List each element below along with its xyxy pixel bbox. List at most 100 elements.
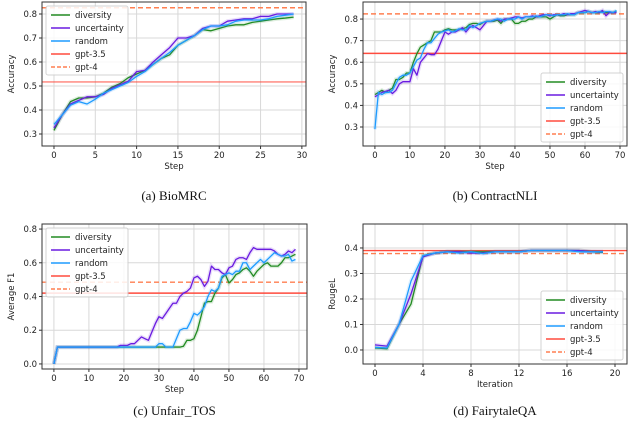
legend-label: random bbox=[75, 37, 108, 47]
legend-label: gpt-3.5 bbox=[570, 117, 601, 127]
x-tick-label: 40 bbox=[189, 374, 200, 384]
y-axis-label: Average F1 bbox=[7, 273, 17, 321]
legend-label: diversity bbox=[570, 78, 607, 88]
legend-label: gpt-3.5 bbox=[75, 50, 106, 60]
y-tick-label: 0.0 bbox=[23, 360, 37, 370]
legend-label: random bbox=[570, 104, 603, 114]
subplot-0: 0 5 10 15 20 25 30 0.3 0.4 0.5 0.6 0.7 0.8 Step Accura… bbox=[7, 1, 307, 203]
subplot-1: 0 10 20 30 40 50 60 70 0.3 0.4 0.5 0.6 0.7 0.8 Step Acc… bbox=[328, 1, 628, 203]
y-tick-label: 0.8 bbox=[23, 10, 37, 20]
x-tick-label: 0 bbox=[51, 374, 56, 384]
y-tick-label: 0.3 bbox=[23, 130, 37, 140]
y-tick-label: 0.6 bbox=[344, 58, 358, 68]
x-tick-label: 70 bbox=[294, 374, 305, 384]
x-axis-label: Step bbox=[164, 162, 183, 172]
legend-label: gpt-4 bbox=[570, 348, 593, 358]
series-line-random bbox=[53, 13, 294, 125]
x-tick-label: 15 bbox=[173, 151, 184, 161]
subplot-caption: (b) ContractNLI bbox=[453, 188, 538, 203]
y-tick-label: 0.4 bbox=[23, 106, 37, 116]
legend-box bbox=[45, 227, 129, 298]
x-axis-label: Step bbox=[165, 385, 184, 395]
subplot-caption: (a) BioMRC bbox=[141, 188, 206, 203]
x-tick-label: 10 bbox=[131, 151, 142, 161]
legend: diversity uncertainty random gpt-3.5 gpt-4 bbox=[45, 227, 129, 298]
y-tick-label: 0.7 bbox=[344, 37, 358, 47]
y-tick-label: 0.1 bbox=[344, 320, 358, 330]
legend-box bbox=[45, 5, 129, 76]
legend-label: gpt-3.5 bbox=[75, 272, 106, 282]
subplot-2: 0 10 20 30 40 50 60 70 0.0 0.2 0.4 0.6 0.8 Step Averag… bbox=[7, 223, 308, 418]
x-tick-label: 30 bbox=[475, 151, 486, 161]
axes-frame bbox=[362, 1, 628, 147]
axes-frame bbox=[362, 223, 628, 365]
x-tick-label: 4 bbox=[420, 369, 425, 379]
y-tick-label: 0.8 bbox=[23, 225, 37, 235]
y-tick-label: 0.5 bbox=[23, 82, 37, 92]
x-tick-label: 0 bbox=[51, 151, 56, 161]
y-tick-label: 0.3 bbox=[344, 123, 358, 133]
legend-label: uncertainty bbox=[570, 309, 619, 319]
x-tick-label: 16 bbox=[562, 369, 573, 379]
legend: diversity uncertainty random gpt-3.5 gpt-4 bbox=[540, 72, 624, 143]
legend-label: uncertainty bbox=[570, 91, 619, 101]
y-axis-label: Accuracy bbox=[7, 55, 17, 94]
x-tick-label: 70 bbox=[615, 151, 626, 161]
x-tick-label: 50 bbox=[545, 151, 556, 161]
y-tick-label: 0.0 bbox=[344, 346, 358, 356]
y-tick-label: 0.2 bbox=[344, 295, 358, 305]
legend-label: random bbox=[570, 322, 603, 332]
series-line-random bbox=[53, 252, 296, 365]
legend-label: diversity bbox=[570, 296, 607, 306]
axes-frame bbox=[41, 1, 307, 147]
legend-label: diversity bbox=[75, 11, 112, 21]
y-tick-label: 0.2 bbox=[23, 326, 37, 336]
y-tick-label: 0.6 bbox=[23, 58, 37, 68]
x-tick-label: 0 bbox=[372, 369, 377, 379]
x-tick-label: 20 bbox=[214, 151, 225, 161]
x-tick-label: 25 bbox=[255, 151, 266, 161]
x-tick-label: 60 bbox=[580, 151, 591, 161]
legend-label: gpt-4 bbox=[570, 130, 593, 140]
y-tick-label: 0.8 bbox=[344, 15, 358, 25]
x-tick-label: 40 bbox=[510, 151, 521, 161]
x-tick-label: 8 bbox=[468, 369, 473, 379]
subplot-caption: (d) FairytaleQA bbox=[453, 403, 537, 418]
subplot-caption: (c) Unfair_TOS bbox=[133, 403, 215, 418]
legend-box bbox=[540, 290, 624, 361]
x-tick-label: 12 bbox=[514, 369, 525, 379]
y-tick-label: 0.5 bbox=[344, 80, 358, 90]
y-tick-label: 0.4 bbox=[344, 244, 358, 254]
y-tick-label: 0.4 bbox=[344, 101, 358, 111]
x-tick-label: 10 bbox=[405, 151, 416, 161]
y-tick-label: 0.3 bbox=[344, 269, 358, 279]
legend-label: uncertainty bbox=[75, 24, 124, 34]
x-tick-label: 50 bbox=[224, 374, 235, 384]
series-line-random bbox=[374, 249, 603, 349]
y-tick-label: 0.7 bbox=[23, 34, 37, 44]
x-tick-label: 10 bbox=[83, 374, 94, 384]
axes-frame bbox=[41, 223, 308, 370]
y-axis-label: Accuracy bbox=[328, 55, 338, 94]
x-axis-label: Iteration bbox=[477, 380, 513, 390]
y-tick-label: 0.6 bbox=[23, 259, 37, 269]
x-tick-label: 5 bbox=[93, 151, 98, 161]
x-tick-label: 0 bbox=[372, 151, 377, 161]
x-tick-label: 20 bbox=[440, 151, 451, 161]
legend-label: random bbox=[75, 259, 108, 269]
series-line-uncertainty bbox=[53, 13, 294, 129]
legend-box bbox=[540, 72, 624, 143]
legend-label: uncertainty bbox=[75, 246, 124, 256]
legend: diversity uncertainty random gpt-3.5 gpt-4 bbox=[540, 290, 624, 361]
y-tick-label: 0.4 bbox=[23, 293, 37, 303]
legend-label: gpt-3.5 bbox=[570, 335, 601, 345]
legend: diversity uncertainty random gpt-3.5 gpt-4 bbox=[45, 5, 129, 76]
x-tick-label: 30 bbox=[154, 374, 165, 384]
legend-label: gpt-4 bbox=[75, 63, 98, 73]
x-axis-label: Step bbox=[485, 162, 504, 172]
x-tick-label: 30 bbox=[296, 151, 307, 161]
legend-label: gpt-4 bbox=[75, 285, 98, 295]
y-axis-label: RougeL bbox=[328, 278, 338, 310]
subplot-3: 0 4 8 12 16 20 0.0 0.1 0.2 0.3 0.4 Iteration RougeL (… bbox=[328, 223, 628, 418]
